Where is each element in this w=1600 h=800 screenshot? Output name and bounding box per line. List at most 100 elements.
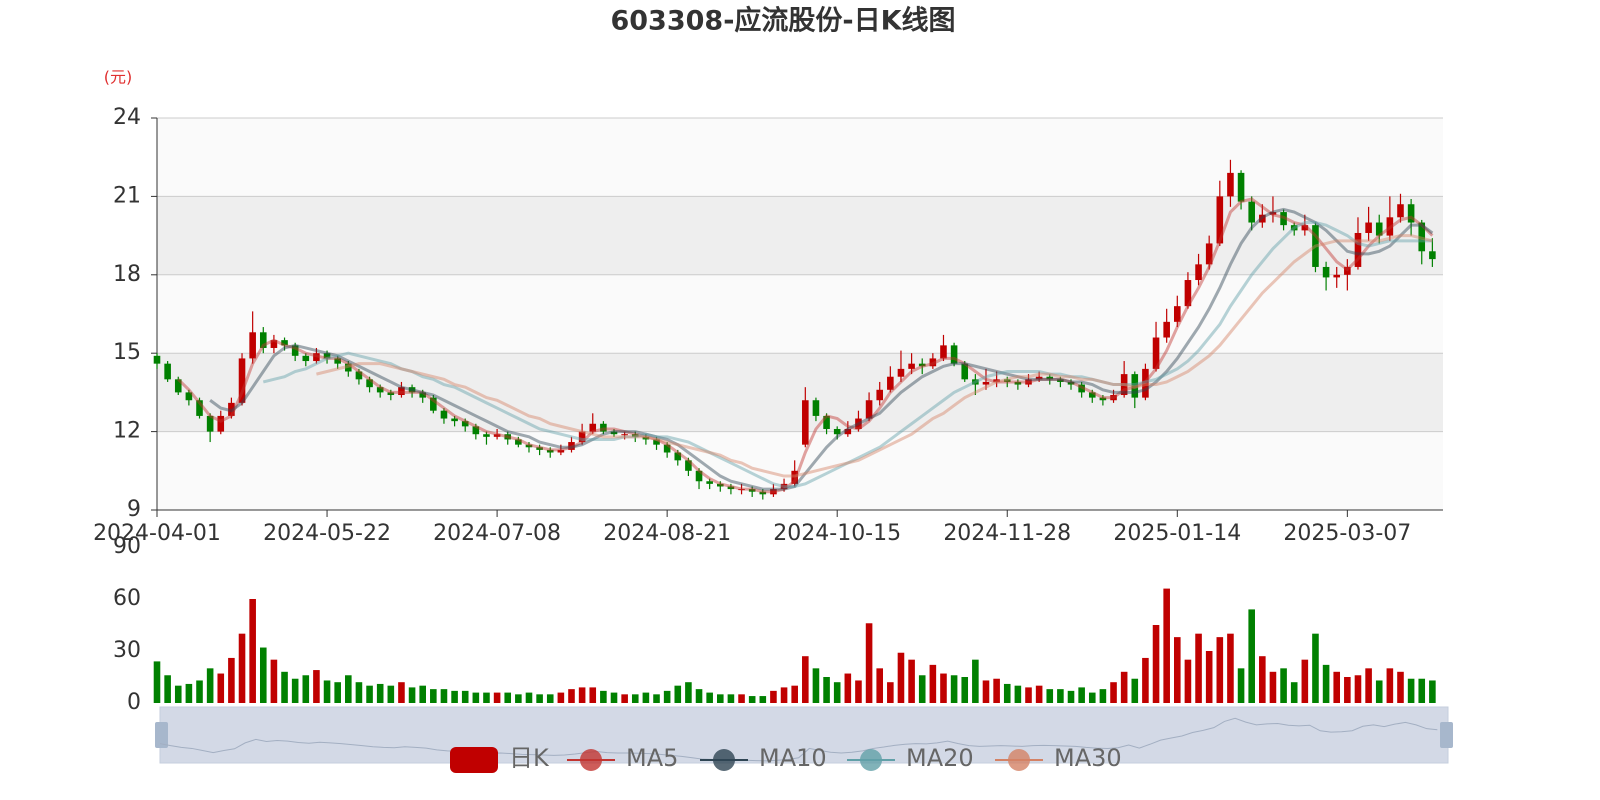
candle-body	[1205, 243, 1213, 265]
candle-body	[366, 379, 373, 388]
zoom-handle[interactable]	[1440, 722, 1453, 748]
volume-bar	[929, 664, 937, 703]
volume-bar	[366, 685, 373, 703]
volume-bar	[387, 685, 395, 703]
candle-body	[185, 392, 193, 401]
candle-body	[1301, 225, 1309, 231]
candle-body	[1386, 217, 1394, 236]
candle-body	[855, 418, 862, 429]
legend-icon[interactable]	[713, 749, 735, 771]
candle-body	[1152, 337, 1160, 369]
volume-bar	[738, 694, 745, 703]
candle-body	[950, 345, 958, 364]
candle-body	[1397, 204, 1404, 218]
legend-label[interactable]: MA10	[759, 744, 827, 772]
candle-body	[1280, 212, 1287, 226]
volume-bar	[153, 661, 161, 703]
volume-bar	[206, 668, 214, 703]
chart-title: 603308-应流股份-日K线图	[610, 5, 955, 37]
volume-bar	[887, 682, 894, 703]
volume-bar	[1152, 625, 1160, 703]
volume-bar	[685, 682, 692, 703]
volume-bar	[1301, 659, 1309, 703]
x-tick-label: 2024-10-15	[773, 521, 901, 546]
candle-body	[1407, 204, 1415, 223]
legend-label[interactable]: MA5	[626, 744, 678, 772]
candle-body	[1365, 222, 1372, 233]
candle-body	[961, 363, 969, 380]
volume-bar	[1237, 668, 1245, 703]
volume-bar	[844, 673, 852, 703]
candle-body	[1120, 374, 1128, 396]
x-tick-label: 2024-08-21	[603, 521, 731, 546]
volume-bar	[1354, 675, 1362, 703]
candle-body	[685, 460, 692, 471]
legend-icon[interactable]	[580, 749, 602, 771]
volume-bar	[323, 680, 331, 703]
legend-label[interactable]: MA20	[906, 744, 974, 772]
volume-bar	[833, 682, 841, 703]
candle-body	[716, 483, 724, 487]
candle-body	[610, 431, 618, 435]
candle-body	[345, 363, 352, 372]
candle-body	[355, 371, 363, 380]
candle-body	[1227, 172, 1234, 197]
legend-icon[interactable]	[450, 747, 498, 773]
volume-bar	[525, 692, 533, 703]
volume-bar	[1227, 633, 1234, 703]
volume-bar	[972, 659, 979, 703]
candle-body	[1354, 232, 1362, 267]
split-area	[157, 353, 1443, 432]
candle-body	[440, 410, 448, 419]
candle-body	[578, 431, 586, 443]
candle-body	[780, 483, 788, 490]
volume-bar	[653, 694, 660, 703]
volume-bar	[1195, 633, 1202, 703]
zoom-handle[interactable]	[155, 722, 168, 748]
legend-label[interactable]: MA30	[1054, 744, 1122, 772]
volume-bar	[1280, 668, 1287, 703]
candle-body	[802, 400, 809, 445]
y-tick-label: 24	[113, 105, 141, 130]
legend-icon[interactable]	[1008, 749, 1030, 771]
candle-body	[1067, 381, 1075, 385]
volume-bar	[472, 692, 480, 703]
volume-bar	[1099, 689, 1107, 703]
volume-bar	[259, 647, 267, 703]
candle-body	[1290, 225, 1298, 231]
candle-body	[1429, 251, 1436, 260]
candle-body	[461, 421, 469, 427]
volume-bar	[504, 692, 512, 703]
volume-bar	[1110, 682, 1117, 703]
volume-bar	[1290, 682, 1298, 703]
candle-body	[451, 418, 458, 422]
volume-bar	[355, 682, 363, 703]
volume-bar	[1003, 683, 1011, 703]
volume-bar	[1174, 637, 1181, 703]
candle-body	[812, 400, 820, 416]
candle-body	[1259, 214, 1266, 223]
legend-icon[interactable]	[860, 749, 882, 771]
volume-bar	[1216, 637, 1224, 703]
x-tick-label: 2025-01-14	[1113, 521, 1241, 546]
y-tick-label: 12	[113, 419, 141, 444]
volume-bar	[1046, 689, 1054, 703]
volume-bar	[1163, 588, 1170, 703]
volume-bar	[748, 696, 756, 703]
ma-line	[209, 207, 1434, 491]
volume-bar	[174, 685, 182, 703]
volume-bar	[897, 652, 905, 703]
volume-bar	[1057, 689, 1064, 703]
volume-bar	[1120, 671, 1128, 703]
legend-label[interactable]: 日K	[509, 744, 550, 772]
candle-body	[313, 353, 320, 362]
candle-body	[557, 449, 565, 453]
candle-body	[376, 387, 384, 393]
candle-body	[472, 426, 480, 435]
candle-body	[631, 434, 639, 437]
x-tick-label: 2025-03-07	[1283, 521, 1411, 546]
volume-bar	[228, 657, 235, 703]
candle-body	[430, 397, 437, 411]
candle-body	[982, 381, 990, 385]
